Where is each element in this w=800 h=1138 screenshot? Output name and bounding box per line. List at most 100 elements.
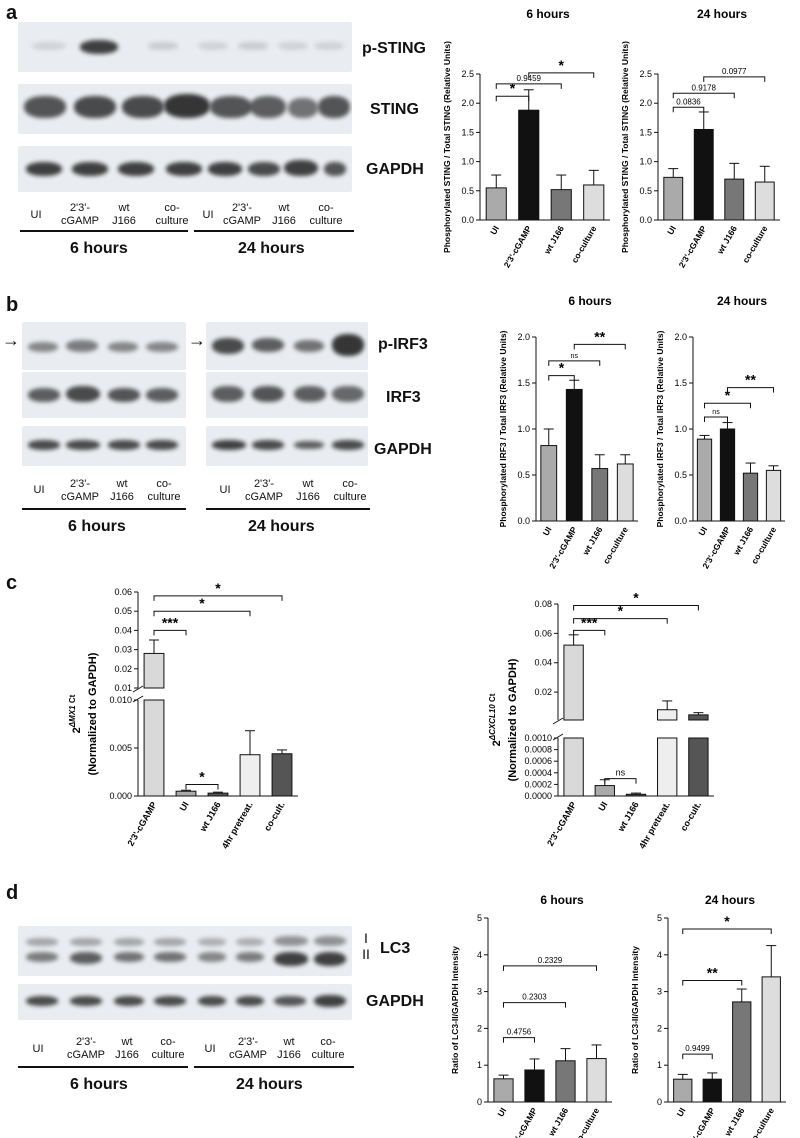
significance-label: ** xyxy=(707,965,718,981)
lane-label: co- culture xyxy=(333,478,367,503)
x-tick-label: 4hr pretreat. xyxy=(220,800,255,850)
lane-label: 2'3'- cGAMP xyxy=(61,202,99,227)
x-tick-label: 2'3'-cGAMP xyxy=(545,800,578,848)
y-axis-label-line1: 2ΔMX1 Ct xyxy=(68,694,83,733)
y-tick-label: 0.010 xyxy=(109,695,132,705)
y-axis-label: 2ΔCXCL10 Ct (Normalized to GAPDH) xyxy=(488,658,519,781)
significance-label: ** xyxy=(745,372,756,388)
lane-label: 2'3'- cGAMP xyxy=(223,202,261,227)
y-tick-label: 3 xyxy=(657,987,662,997)
x-tick-label: UI xyxy=(488,224,501,236)
y-tick-label: 0.0008 xyxy=(524,745,552,755)
significance-bracket xyxy=(495,95,530,102)
panel-letter-a: a xyxy=(6,2,18,24)
lane-label: co- culture xyxy=(147,478,181,503)
bar xyxy=(239,754,261,797)
axis-break-mark xyxy=(552,733,564,741)
significance-label: 0.4756 xyxy=(507,1028,532,1037)
y-tick-label: 0.06 xyxy=(114,587,132,597)
lane-label: UI xyxy=(33,484,45,496)
significance-label: 0.9178 xyxy=(692,83,717,92)
significance-bracket xyxy=(495,83,562,89)
significance-label: * xyxy=(215,580,221,596)
blot-gapdh-b-24h xyxy=(206,426,368,466)
axis-break-mark xyxy=(552,717,564,725)
x-tick-label: UI xyxy=(696,525,709,537)
y-tick-label: 1 xyxy=(657,1060,662,1070)
significance-label: * xyxy=(725,387,731,403)
significance-label: * xyxy=(510,80,516,96)
significance-label: 0.2303 xyxy=(522,993,547,1002)
significance-label: * xyxy=(199,595,205,611)
blot-irf3-6h xyxy=(22,372,186,418)
x-tick-label: wt J166 xyxy=(546,1106,571,1138)
y-axis-label: Phosphorylated IRF3 / Total IRF3 (Relati… xyxy=(498,330,508,527)
y-tick-label: 1.5 xyxy=(674,378,687,388)
x-tick-label: co-cult. xyxy=(262,800,287,833)
lane-label: UI xyxy=(204,1043,216,1055)
y-tick-label: 0.0 xyxy=(639,215,652,225)
bar xyxy=(563,644,584,721)
y-axis-label: Phosphorylated STING / Total STING (Rela… xyxy=(442,41,452,253)
y-tick-label: 2.0 xyxy=(639,98,652,108)
bar xyxy=(719,428,736,522)
blot-irf3-24h xyxy=(206,372,368,418)
x-tick-label: wt J166 xyxy=(722,1106,747,1138)
significance-bracket xyxy=(704,402,751,409)
chart-title: 6 hours xyxy=(526,7,570,21)
time-label-24h-b: 24 hours xyxy=(248,518,315,535)
x-tick-label: 2'3'-cGAMP xyxy=(125,800,158,848)
axis-break-mark xyxy=(132,685,144,693)
x-tick-label: 2'3'-cGAMP xyxy=(507,1106,539,1138)
blot-gapdh-b-6h xyxy=(22,426,186,466)
y-tick-label: 0.5 xyxy=(517,470,530,480)
blot-label-p-irf3: p-IRF3 xyxy=(378,336,428,353)
significance-label: * xyxy=(199,768,205,784)
lane-label: wt J166 xyxy=(115,1036,139,1061)
y-tick-label: 2.5 xyxy=(639,69,652,79)
significance-label: 0.0836 xyxy=(676,97,701,106)
significance-label: * xyxy=(633,589,639,605)
y-tick-label: 0.0010 xyxy=(524,733,552,743)
y-tick-label: 0.005 xyxy=(109,743,132,753)
underline-6h-b xyxy=(22,508,186,510)
x-tick-label: UI xyxy=(675,1106,688,1118)
y-axis-label-line1: 2ΔCXCL10 Ct xyxy=(488,693,503,746)
significance-bracket xyxy=(672,106,705,113)
y-tick-label: 0.02 xyxy=(534,687,552,697)
y-tick-label: 5 xyxy=(657,913,662,923)
y-axis-label-line2: (Normalized to GAPDH) xyxy=(87,652,99,775)
axis-break-mark xyxy=(132,695,144,703)
y-axis-label: 2ΔMX1 Ct (Normalized to GAPDH) xyxy=(68,652,99,775)
y-tick-label: 1.0 xyxy=(674,424,687,434)
lane-label: UI xyxy=(32,1043,44,1055)
blot-p-sting xyxy=(18,22,352,72)
y-tick-label: 0.5 xyxy=(674,470,687,480)
lane-label: wt J166 xyxy=(277,1036,301,1061)
blot-label-lc3: LC3 xyxy=(380,940,411,957)
band-mark-i: I xyxy=(364,930,368,946)
y-tick-label: 0.0 xyxy=(461,215,474,225)
bar xyxy=(207,792,229,797)
x-tick-label: 2'3'-cGAMP xyxy=(502,224,534,270)
significance-bracket xyxy=(682,980,743,986)
bar xyxy=(565,388,583,522)
significance-bracket xyxy=(682,1053,713,1060)
x-tick-label: 2'3'-cGAMP xyxy=(677,224,709,270)
bar xyxy=(693,128,714,221)
y-tick-label: 0.06 xyxy=(534,628,552,638)
y-tick-label: 0.08 xyxy=(534,599,552,609)
band-mark-ii: II xyxy=(362,946,370,962)
significance-label: ns xyxy=(616,768,626,778)
significance-label: ns xyxy=(571,353,579,360)
y-tick-label: 0.03 xyxy=(114,645,132,655)
significance-bracket xyxy=(548,375,575,381)
y-tick-label: 0 xyxy=(477,1097,482,1107)
y-axis-label-line2: (Normalized to GAPDH) xyxy=(507,658,519,781)
y-tick-label: 0.000 xyxy=(109,791,132,801)
x-tick-label: co-culture xyxy=(569,224,598,265)
x-tick-label: co-cult. xyxy=(678,800,703,833)
time-label-6h-b: 6 hours xyxy=(68,518,126,535)
bar xyxy=(663,176,684,221)
bar xyxy=(591,468,609,522)
